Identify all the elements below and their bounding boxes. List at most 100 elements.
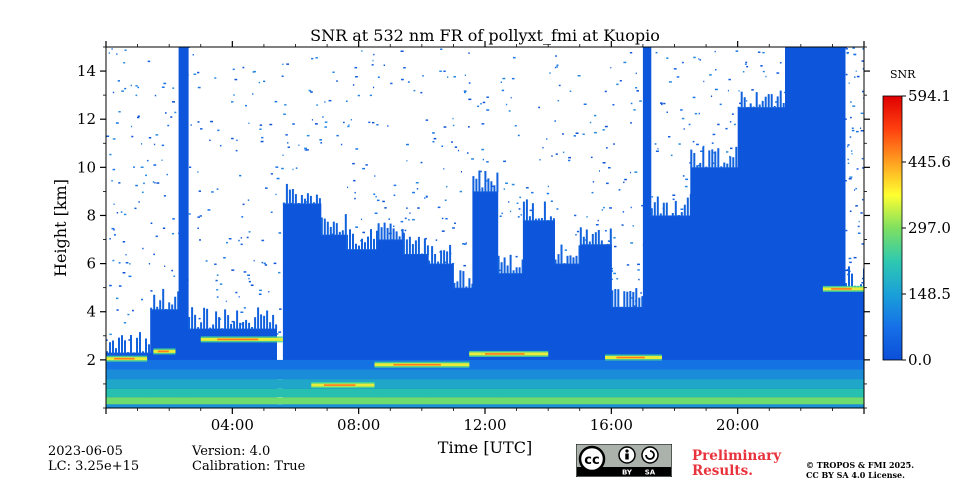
column-edge <box>346 234 348 251</box>
column-edge <box>493 185 496 193</box>
column-edge <box>124 340 126 354</box>
column-edge <box>300 195 303 205</box>
noise-speck <box>235 149 238 152</box>
noise-speck <box>164 265 166 267</box>
noise-speck <box>509 210 512 213</box>
noise-speck <box>128 339 132 341</box>
noise-speck <box>632 225 634 227</box>
noise-speck <box>259 289 262 292</box>
noise-speck <box>508 201 510 203</box>
column-edge <box>690 149 693 169</box>
noise-speck <box>420 161 423 164</box>
column-edge <box>758 104 761 109</box>
noise-speck <box>461 171 462 173</box>
column-edge <box>449 244 452 265</box>
noise-speck <box>420 91 423 94</box>
noise-speck <box>205 260 208 262</box>
column-edge <box>405 239 408 255</box>
noise-speck <box>630 206 632 209</box>
noise-speck <box>491 185 494 188</box>
noise-speck <box>404 217 407 220</box>
noise-speck <box>163 195 166 197</box>
noise-speck <box>348 124 350 126</box>
column-edge <box>638 297 641 308</box>
column-edge <box>389 223 392 241</box>
column-edge <box>723 162 726 169</box>
column-edge <box>294 194 297 205</box>
column-edge <box>635 288 638 308</box>
column-edge <box>263 315 266 330</box>
noise-speck <box>354 197 356 200</box>
column-edge <box>197 327 200 330</box>
column-edge <box>332 221 335 236</box>
noise-speck <box>744 63 747 65</box>
noise-speck <box>125 254 127 256</box>
noise-speck <box>556 208 559 210</box>
noise-speck <box>253 70 256 73</box>
noise-speck <box>452 124 455 127</box>
noise-speck <box>355 226 358 228</box>
noise-speck <box>468 98 472 101</box>
noise-speck <box>407 81 410 83</box>
noise-speck <box>684 185 688 188</box>
noise-speck <box>388 218 391 220</box>
noise-speck <box>233 94 235 96</box>
noise-speck <box>159 299 161 302</box>
column-edge <box>260 314 263 330</box>
column-edge <box>254 317 257 330</box>
noise-speck <box>577 75 581 77</box>
noise-speck <box>670 154 673 157</box>
column-edge <box>209 327 212 330</box>
colorbar <box>882 95 903 361</box>
noise-speck <box>278 331 282 333</box>
noise-speck <box>462 243 465 245</box>
noise-speck <box>117 80 120 82</box>
column-edge <box>218 317 221 330</box>
boundary-band <box>106 369 864 380</box>
sa-arrow <box>645 450 655 460</box>
noise-speck <box>746 100 748 102</box>
cc-icon-text: cc <box>584 453 599 468</box>
noise-speck <box>733 123 736 126</box>
by-person-head <box>625 449 629 453</box>
noise-speck <box>153 253 155 256</box>
noise-speck <box>214 77 217 79</box>
column-edge <box>257 307 260 330</box>
boundary-band <box>106 379 864 389</box>
noise-speck <box>762 51 765 54</box>
noise-speck <box>611 278 613 280</box>
noise-speck <box>197 171 199 173</box>
noise-speck <box>586 216 588 218</box>
column-edge <box>168 302 171 311</box>
noise-speck <box>408 219 410 221</box>
noise-speck <box>350 119 352 121</box>
noise-speck <box>661 103 663 106</box>
noise-speck <box>131 135 134 138</box>
noise-speck <box>616 278 619 280</box>
noise-speck <box>240 311 244 313</box>
preliminary-line2: Results. <box>692 463 753 479</box>
noise-speck <box>137 86 139 89</box>
column-edge <box>142 351 144 354</box>
noise-speck <box>113 203 115 205</box>
noise-speck <box>481 148 485 151</box>
y-tick-label: 14 <box>77 62 96 80</box>
noise-speck <box>239 174 242 177</box>
noise-speck <box>765 75 767 78</box>
column-edge <box>115 348 117 354</box>
noise-speck <box>597 219 599 222</box>
noise-speck <box>444 199 447 201</box>
preliminary-note: Preliminary Results. <box>692 449 781 479</box>
column-edge <box>606 243 609 246</box>
bright-layer-peak <box>616 356 645 359</box>
noise-speck <box>611 270 614 272</box>
noise-speck <box>860 130 864 132</box>
noise-speck <box>263 262 266 265</box>
sa-share-icon <box>641 446 659 464</box>
noise-speck <box>486 96 489 98</box>
noise-speck <box>231 101 234 103</box>
noise-speck <box>468 126 470 128</box>
noise-speck <box>292 123 295 125</box>
noise-speck <box>848 178 852 180</box>
noise-speck <box>231 137 234 140</box>
